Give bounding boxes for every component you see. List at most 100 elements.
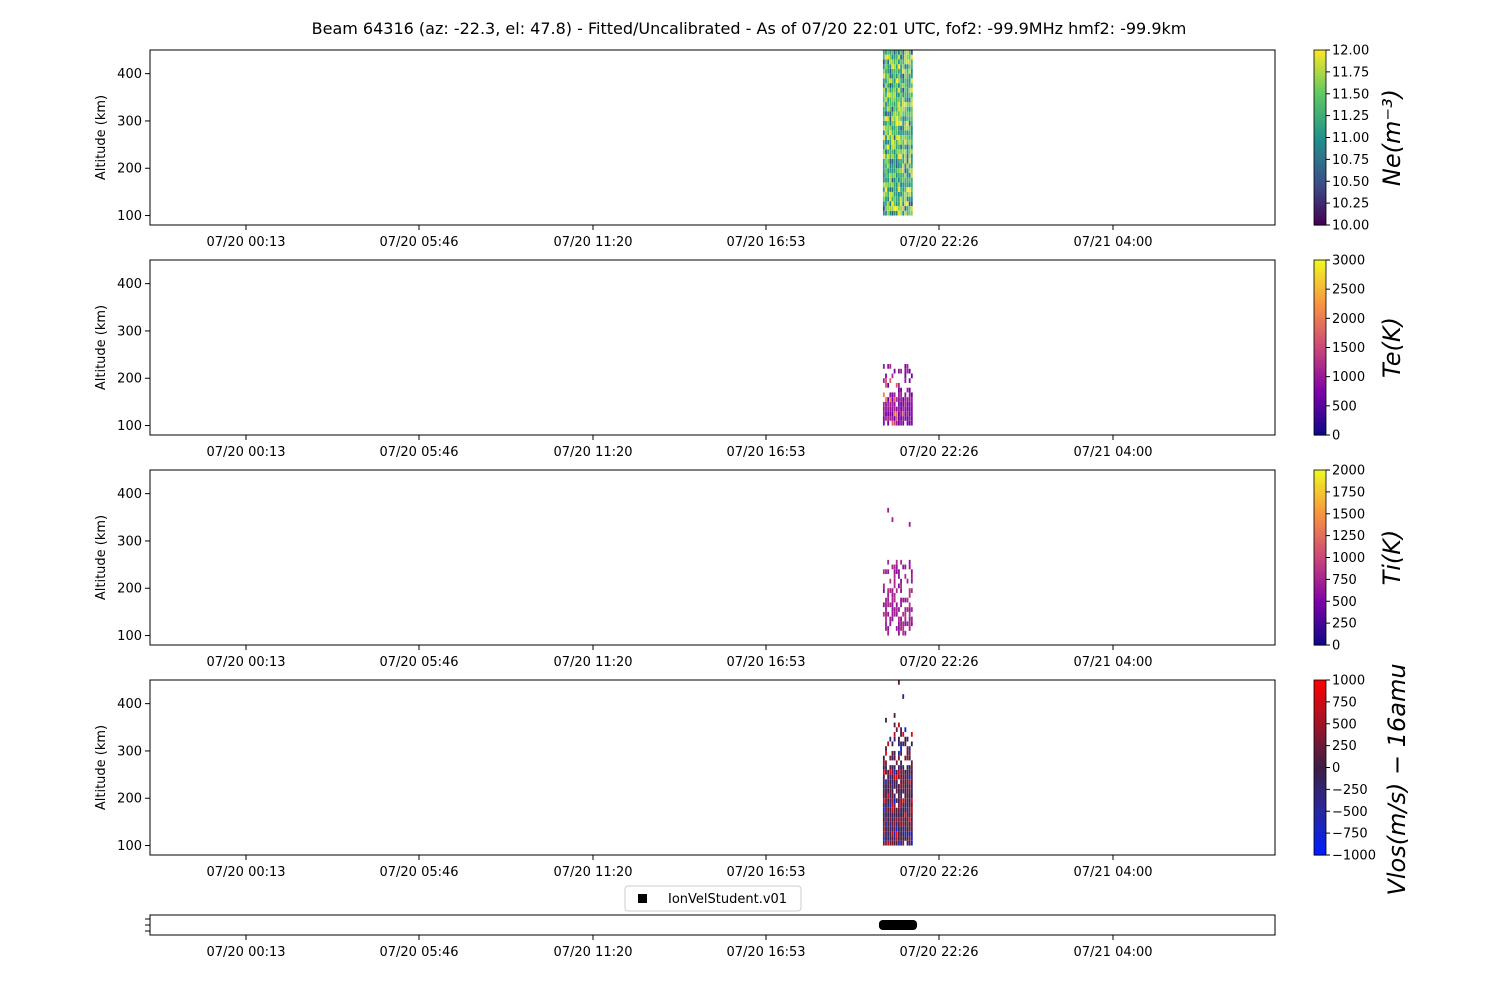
colorbar-segment (1314, 405, 1326, 410)
ne-cell (900, 172, 902, 178)
ne-cell (906, 135, 909, 140)
ne-cell (904, 97, 907, 103)
ne-cell (889, 158, 892, 164)
colorbar-segment (1314, 157, 1326, 162)
colorbar-segment (1314, 55, 1326, 60)
vlos-cell (895, 821, 898, 827)
ne-cell (898, 187, 900, 192)
x-tick-label: 07/20 00:13 (206, 945, 285, 960)
te-cell (889, 392, 892, 398)
colorbar-segment (1314, 222, 1326, 226)
ne-cell (910, 196, 913, 202)
ti-cell (908, 559, 911, 565)
ne-cell (900, 201, 902, 207)
vlos-cell (902, 694, 905, 699)
ti-cell (898, 583, 900, 589)
ne-cell (891, 154, 894, 159)
ne-cell (906, 87, 909, 93)
ti-cell (908, 611, 911, 617)
colorbar-segment (1314, 805, 1326, 809)
vlos-cell (882, 774, 885, 780)
ne-cell (885, 206, 887, 211)
ne-cell (885, 68, 887, 74)
vlos-cell (904, 802, 907, 808)
ne-cell (904, 172, 907, 178)
ti-cell (891, 517, 894, 523)
vlos-cell (882, 765, 885, 770)
colorbar-segment (1314, 852, 1326, 856)
x-tick-label: 07/20 16:53 (726, 235, 805, 250)
vlos-cell (900, 812, 902, 818)
colorbar-segment (1314, 834, 1326, 839)
vlos-cell (904, 793, 907, 799)
te-cell (910, 373, 913, 379)
colorbar-segment (1314, 315, 1326, 319)
vlos-cell (889, 831, 892, 837)
ti-cell (891, 592, 894, 598)
te-cell (902, 401, 905, 407)
vlos-cell (891, 807, 894, 813)
ne-cell (882, 120, 885, 126)
colorbar-segment (1314, 210, 1326, 214)
ne-cell (889, 135, 892, 140)
colorbar-segment (1314, 420, 1326, 424)
vlos-cell (902, 836, 905, 841)
colorbar-segment (1314, 140, 1326, 144)
colorbar-segment (1314, 747, 1326, 751)
ti-cell (900, 602, 902, 608)
colorbar-segment (1314, 685, 1326, 690)
ne-cell (895, 196, 898, 202)
x-tick-label: 07/20 22:26 (899, 235, 978, 250)
vlos-cell (900, 746, 902, 751)
ne-cell (898, 135, 900, 140)
vlos-cell (885, 746, 887, 751)
vlos-cell (898, 812, 900, 818)
ne-cell (891, 168, 894, 173)
vlos-cell (887, 802, 890, 808)
vlos-cell (902, 821, 905, 827)
ti-cell (908, 621, 911, 627)
colorbar-tick-label: 10.50 (1332, 175, 1369, 190)
ne-cell (910, 73, 913, 79)
ne-cell (902, 92, 905, 98)
vlos-cell (887, 821, 890, 827)
ne-cell (898, 191, 900, 197)
ne-cell (904, 83, 907, 88)
ne-cell (882, 172, 885, 178)
te-cell (906, 411, 909, 417)
colorbar-segment (1314, 277, 1326, 282)
te-cell (908, 416, 911, 421)
colorbar-segment (1314, 755, 1326, 760)
vlos-cell (900, 769, 902, 775)
ti-cell (910, 621, 913, 627)
colorbar-segment (1314, 820, 1326, 824)
te-cell (906, 401, 909, 407)
ne-cell (893, 154, 896, 159)
ne-cell (887, 182, 890, 188)
ne-cell (906, 130, 909, 136)
vlos-cell (908, 802, 911, 808)
vlos-cell (908, 836, 911, 841)
x-tick-label: 07/21 04:00 (1073, 235, 1152, 250)
vlos-cell (898, 680, 900, 685)
ne-cell (904, 206, 907, 211)
colorbar-segment (1314, 184, 1326, 188)
ne-cell (885, 50, 887, 55)
ne-cell (904, 187, 907, 192)
colorbar-segment (1314, 155, 1326, 159)
vlos-cell (887, 793, 890, 799)
ne-cell (900, 144, 902, 150)
ne-cell (898, 206, 900, 211)
ne-cell (902, 78, 905, 84)
ne-cell (887, 120, 890, 126)
ne-cell (898, 50, 900, 55)
colorbar-segment (1314, 394, 1326, 398)
ne-cell (893, 73, 896, 79)
vlos-cell (898, 741, 900, 747)
ti-cell (900, 583, 902, 589)
colorbar-segment (1314, 688, 1326, 693)
ti-cell (904, 607, 907, 612)
ne-cell (906, 172, 909, 178)
ne-cell (887, 196, 890, 202)
ne-cell (893, 158, 896, 164)
